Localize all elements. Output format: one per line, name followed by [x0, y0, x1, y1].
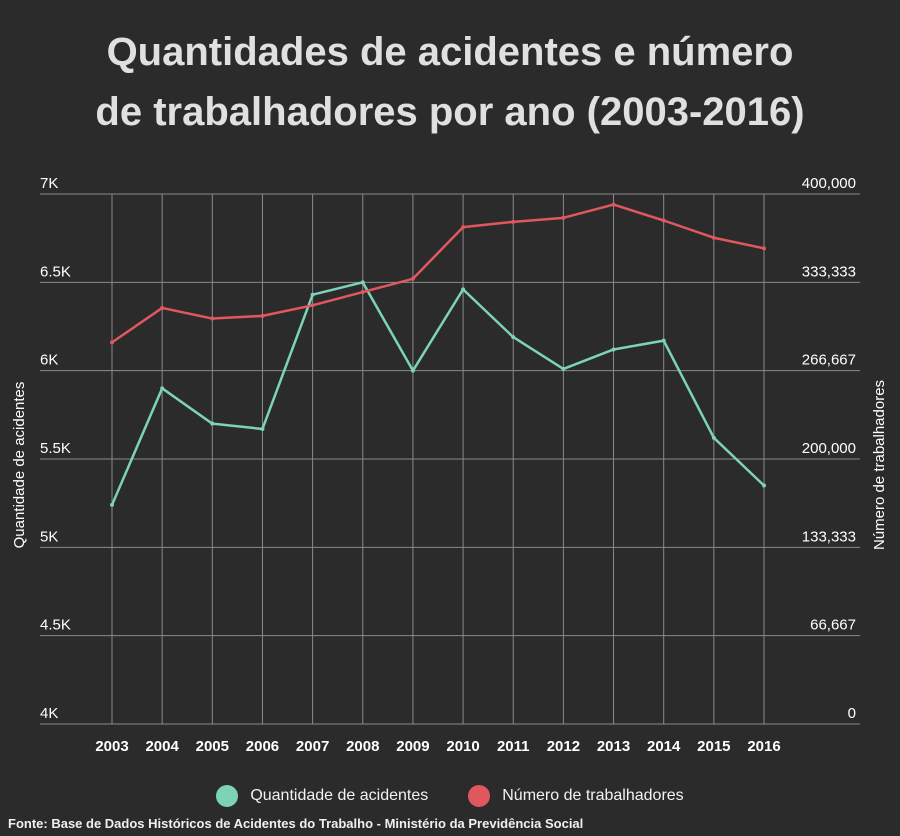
legend-swatch-trabalhadores	[468, 785, 491, 807]
series-line-0	[110, 281, 765, 506]
x-tick-label: 2009	[396, 738, 429, 755]
left-tick-label: 6K	[40, 352, 58, 369]
left-tick-label: 5.5K	[40, 440, 71, 457]
series-0-point-2013[interactable]	[611, 347, 616, 352]
x-tick-label: 2007	[296, 738, 329, 755]
series-1-point-2011[interactable]	[511, 219, 516, 224]
series-0-point-2011[interactable]	[511, 335, 516, 340]
series-0-point-2004[interactable]	[160, 386, 165, 391]
series-1-point-2015[interactable]	[711, 235, 716, 240]
chart-grid	[40, 193, 860, 725]
left-tick-label: 4.5K	[40, 617, 71, 634]
chart-title-line-1: Quantidades de acidentes e número	[106, 30, 794, 74]
series-1-point-2005[interactable]	[210, 316, 215, 321]
series-0-point-2005[interactable]	[210, 421, 215, 426]
right-tick-label: 400,000	[802, 175, 856, 192]
legend-item-trabalhadores[interactable]: Número de trabalhadores	[468, 785, 684, 807]
series-1-point-2004[interactable]	[160, 305, 165, 310]
series-1-point-2014[interactable]	[661, 218, 666, 223]
left-tick-label: 5K	[40, 528, 58, 545]
series-0-point-2014[interactable]	[661, 338, 666, 343]
series-0-point-2003[interactable]	[110, 502, 114, 507]
left-axis-ticks: 4K 4.5K 5K 5.5K 6K 6.5K 7K	[40, 175, 71, 722]
series-1-point-2008[interactable]	[360, 290, 365, 295]
series-1-point-2012[interactable]	[561, 215, 566, 220]
right-axis-ticks: 0 66,667 133,333 200,000 266,667 333,333 400,0…	[802, 175, 856, 722]
left-tick-label: 6.5K	[40, 263, 71, 280]
right-tick-label: 66,667	[810, 617, 856, 634]
x-tick-label: 2011	[497, 738, 530, 755]
right-tick-label: 333,333	[802, 263, 856, 280]
series-0-point-2015[interactable]	[711, 435, 716, 440]
x-tick-label: 2015	[697, 738, 730, 755]
series-0-point-2006[interactable]	[260, 426, 265, 431]
x-tick-label: 2008	[346, 738, 379, 755]
x-tick-label: 2010	[446, 738, 479, 755]
x-axis-ticks: 2003 2004 2005 2006 2007 2008 2009 2010 2011 2012…	[95, 738, 780, 755]
series-0-point-2007[interactable]	[310, 292, 315, 297]
right-axis-label: Número de trabalhadores	[871, 380, 888, 550]
series-1-point-2016[interactable]	[762, 246, 766, 251]
series-1-point-2013[interactable]	[611, 202, 616, 207]
series-1-point-2010[interactable]	[461, 225, 466, 230]
x-tick-label: 2016	[747, 738, 780, 755]
right-tick-label: 266,667	[802, 352, 856, 369]
series-0-point-2010[interactable]	[461, 287, 466, 292]
series-1-point-2006[interactable]	[260, 313, 265, 318]
left-tick-label: 4K	[40, 705, 58, 722]
legend-item-acidentes[interactable]: Quantidade de acidentes	[216, 785, 428, 807]
right-tick-label: 200,000	[802, 440, 856, 457]
chart-title-line-2: de trabalhadores por ano (2003-2016)	[95, 90, 805, 134]
series-0-point-2016[interactable]	[762, 483, 766, 488]
chart-title: Quantidades de acidentes e número de tra…	[0, 22, 900, 142]
series-0-point-2008[interactable]	[360, 280, 365, 285]
x-tick-label: 2012	[547, 738, 580, 755]
series-lines	[110, 202, 766, 507]
legend: Quantidade de acidentes Número de trabal…	[0, 785, 900, 807]
legend-label-acidentes: Quantidade de acidentes	[250, 787, 429, 804]
series-1-point-2007[interactable]	[310, 303, 315, 308]
legend-label-trabalhadores: Número de trabalhadores	[502, 787, 684, 804]
series-1-point-2009[interactable]	[410, 276, 415, 281]
x-tick-label: 2013	[597, 738, 630, 755]
x-tick-label: 2005	[196, 738, 229, 755]
x-tick-label: 2014	[647, 738, 681, 755]
right-tick-label: 0	[848, 705, 856, 722]
x-tick-label: 2004	[145, 738, 179, 755]
series-1-point-2003[interactable]	[110, 340, 114, 345]
x-tick-label: 2006	[246, 738, 279, 755]
left-axis-label: Quantidade de acidentes	[11, 382, 28, 549]
series-line-1	[111, 203, 765, 344]
series-0-point-2012[interactable]	[561, 366, 566, 371]
series-0-point-2009[interactable]	[410, 368, 415, 373]
x-tick-label: 2003	[95, 738, 128, 755]
legend-swatch-acidentes	[216, 785, 239, 807]
left-tick-label: 7K	[40, 175, 58, 192]
source-note: Fonte: Base de Dados Históricos de Acide…	[8, 816, 584, 831]
right-tick-label: 133,333	[802, 528, 856, 545]
